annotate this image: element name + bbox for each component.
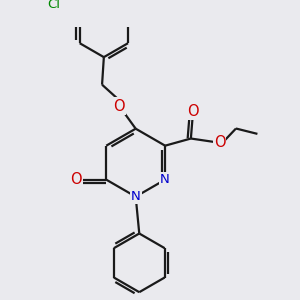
Text: Cl: Cl — [47, 0, 60, 11]
Text: O: O — [187, 104, 199, 119]
Text: O: O — [214, 135, 225, 150]
Text: O: O — [70, 172, 82, 187]
Text: N: N — [131, 190, 141, 203]
Text: O: O — [113, 99, 125, 114]
Text: N: N — [160, 173, 170, 186]
